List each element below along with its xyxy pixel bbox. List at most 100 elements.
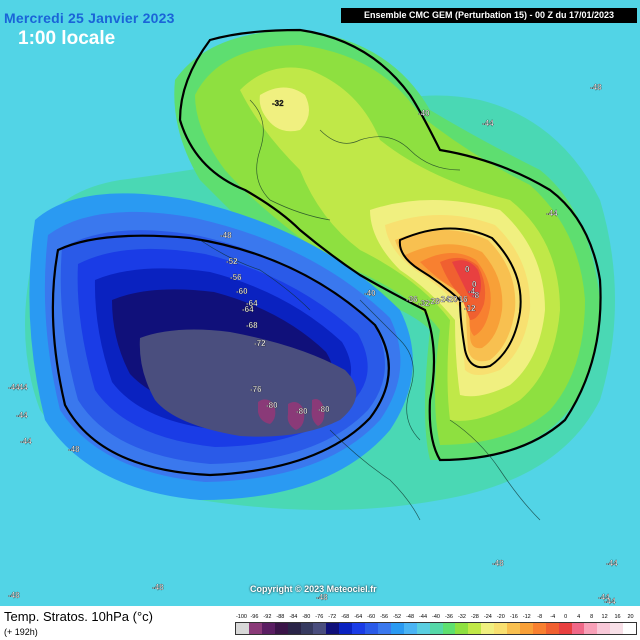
contour-label: 0 xyxy=(472,280,477,289)
color-scale-cell xyxy=(468,623,482,634)
color-scale-label: -12 xyxy=(522,614,531,620)
color-scale-cell xyxy=(610,623,624,634)
contour-label: -32 xyxy=(272,99,284,108)
contour-label: -72 xyxy=(254,339,266,348)
contour-label: -44 xyxy=(606,559,618,568)
color-scale: -100 -96 -92 -88 -84 -80 -76 -72 -68 -64 -60 -56 -52… xyxy=(235,614,637,636)
contour-label: -12 xyxy=(464,304,476,313)
color-scale-label: 4 xyxy=(577,614,581,620)
contour-label: -28 xyxy=(428,297,440,306)
color-scale-cell xyxy=(597,623,611,634)
contour-label: -48 xyxy=(152,583,164,592)
contour-label: -80 xyxy=(296,407,308,416)
color-scale-cell xyxy=(519,623,533,634)
contour-label: -44 xyxy=(16,383,28,392)
forecast-date: Mercredi 25 Janvier 2023 xyxy=(4,10,175,26)
color-scale-label: -28 xyxy=(470,614,479,620)
copyright-notice: Copyright © 2023 Meteociel.fr xyxy=(250,584,377,594)
contour-label: -76 xyxy=(250,385,262,394)
color-scale-label: -52 xyxy=(393,614,402,620)
lead-time: (+ 192h) xyxy=(4,627,38,637)
color-scale-cell xyxy=(390,623,404,634)
contour-label: -40 xyxy=(418,109,430,118)
bold-contour-warm xyxy=(398,227,522,369)
color-scale-cell xyxy=(326,623,340,634)
color-scale-label: -56 xyxy=(380,614,389,620)
contour-label: -56 xyxy=(230,273,242,282)
contour-label: -68 xyxy=(246,321,258,330)
color-scale-cell xyxy=(429,623,443,634)
color-scale-bar xyxy=(235,622,637,635)
color-scale-label: -24 xyxy=(483,614,492,620)
contour-band--84b xyxy=(287,402,305,430)
contour-label: -20 xyxy=(446,295,458,304)
color-scale-label: -60 xyxy=(367,614,376,620)
contour-label: -32 xyxy=(418,299,430,308)
color-scale-label: -92 xyxy=(263,614,272,620)
color-scale-cell xyxy=(623,623,637,634)
color-scale-cell xyxy=(571,623,585,634)
bold-contour-north xyxy=(178,28,602,462)
color-scale-label: -76 xyxy=(315,614,324,620)
color-scale-label: -100 xyxy=(235,614,247,620)
color-scale-label: 20 xyxy=(627,614,634,620)
color-scale-cell xyxy=(455,623,469,634)
color-scale-cell xyxy=(339,623,353,634)
contour-label: -48 xyxy=(220,231,232,240)
contour-band--32-north xyxy=(259,87,309,132)
color-scale-label: -44 xyxy=(419,614,428,620)
color-scale-cell xyxy=(274,623,288,634)
color-scale-cell xyxy=(352,623,366,634)
stratospheric-temperature-map: -32-40-44-48-44-44-48-52-56-60-64-64-68-… xyxy=(0,0,640,606)
contour-label: -64 xyxy=(246,299,258,308)
color-scale-cell xyxy=(313,623,327,634)
contour-label: -36 xyxy=(406,295,418,304)
color-scale-label: 12 xyxy=(601,614,608,620)
color-scale-cell xyxy=(558,623,572,634)
color-scale-label: -96 xyxy=(250,614,259,620)
color-scale-label: 0 xyxy=(564,614,568,620)
contour-label: -16 xyxy=(456,295,468,304)
color-scale-cell xyxy=(481,623,495,634)
contour-band--84 xyxy=(258,399,276,424)
coastlines xyxy=(199,99,541,521)
contour-label: -52 xyxy=(226,257,238,266)
color-scale-label: -72 xyxy=(328,614,337,620)
contour-label: -8 xyxy=(472,291,480,300)
contour-label: -80 xyxy=(266,401,278,410)
color-scale-label: -20 xyxy=(496,614,505,620)
contour-label: -40 xyxy=(364,289,376,298)
color-scale-cell xyxy=(584,623,598,634)
contour-label: -48 xyxy=(492,559,504,568)
legend-footer: Temp. Stratos. 10hPa (°c) (+ 192h) -100-… xyxy=(0,606,640,640)
color-scale-label: -4 xyxy=(550,614,556,620)
contour-band--84c xyxy=(311,399,325,426)
color-scale-cell xyxy=(532,623,546,634)
color-scale-cell xyxy=(416,623,430,634)
color-scale-cell xyxy=(545,623,559,634)
color-scale-label: 8 xyxy=(590,614,594,620)
contour-label: -48 xyxy=(8,591,20,600)
color-scale-cell xyxy=(236,623,249,634)
contour-label: -44 xyxy=(604,597,616,606)
contour-label: -48 xyxy=(68,445,80,454)
color-scale-cell xyxy=(442,623,456,634)
contour-label: -80 xyxy=(318,405,330,414)
color-scale-cell xyxy=(494,623,508,634)
color-scale-label: -88 xyxy=(276,614,285,620)
color-scale-label: -8 xyxy=(537,614,543,620)
color-scale-label: -68 xyxy=(341,614,350,620)
contour-label: -44 xyxy=(8,383,20,392)
color-scale-cell xyxy=(300,623,314,634)
color-scale-cell xyxy=(248,623,262,634)
contour-label: -44 xyxy=(598,593,610,602)
color-scale-cell xyxy=(261,623,275,634)
color-scale-label: -80 xyxy=(302,614,311,620)
contour-label: -48 xyxy=(590,83,602,92)
contour-label: -64 xyxy=(242,305,254,314)
color-scale-label: -84 xyxy=(289,614,298,620)
color-scale-label: -48 xyxy=(406,614,415,620)
color-scale-cell xyxy=(287,623,301,634)
color-scale-label: 16 xyxy=(614,614,621,620)
